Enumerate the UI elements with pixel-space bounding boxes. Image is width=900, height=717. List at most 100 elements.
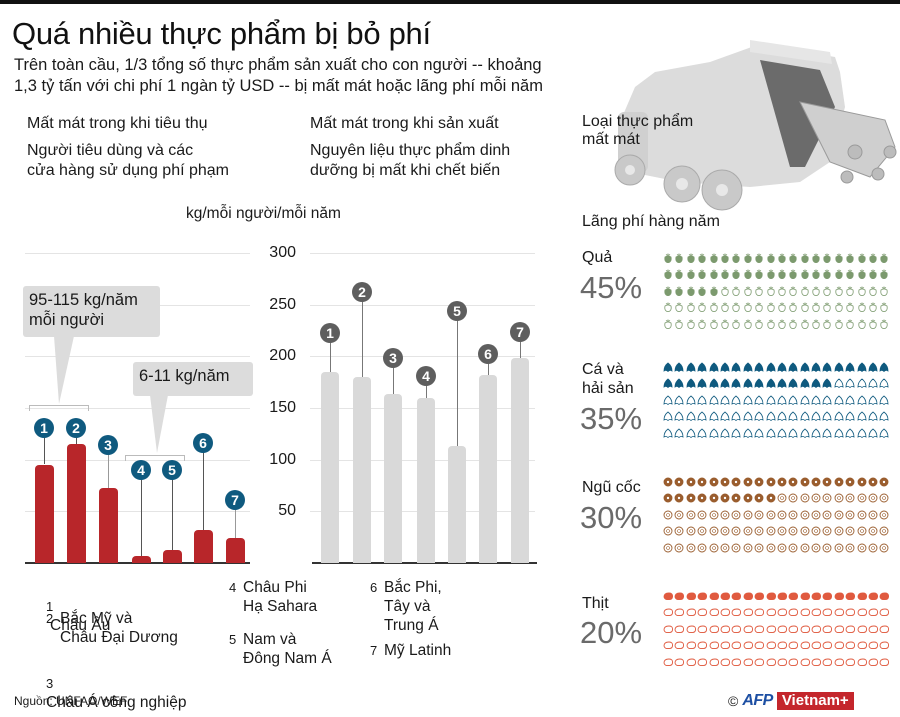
tick-150: 150: [269, 399, 296, 416]
meat-icon: [663, 592, 673, 601]
fruit-icon: [687, 319, 695, 329]
x-axis: [25, 562, 250, 564]
grain-icon: [766, 543, 775, 553]
consumption-bar-7: [226, 538, 245, 563]
stem: [362, 300, 363, 378]
meat-icon: [811, 608, 822, 617]
meat-icon: [868, 658, 879, 666]
meat-icon: [788, 641, 799, 650]
meat-icon: [823, 641, 833, 650]
legend-label: Bắc Mỹ và Châu Đại Dương: [60, 610, 178, 646]
tick-50: 50: [278, 502, 296, 519]
fruit-icon: [835, 302, 843, 313]
grain-icon: [686, 510, 696, 520]
callout-pointer: [150, 395, 168, 453]
fruit-icon: [778, 286, 786, 296]
fish-icon: [743, 411, 753, 422]
marker-7: 7: [225, 490, 245, 510]
fruit-icon: [664, 319, 672, 329]
grain-icon: [800, 477, 810, 487]
legend-number: 4: [229, 580, 237, 595]
fish-icon: [845, 411, 855, 422]
meat-icon: [823, 608, 833, 617]
meat-icon: [857, 641, 867, 650]
grain-icon: [777, 526, 787, 536]
fruit-icon: [664, 302, 672, 313]
fruit-icon: [789, 269, 797, 280]
meat-icon: [788, 592, 799, 601]
fruit-icon: [709, 319, 718, 329]
grain-icon: [743, 493, 753, 503]
meat-icon: [879, 641, 890, 650]
fruit-icon: [675, 286, 683, 296]
fish-icon: [754, 362, 764, 372]
fruit-icon: [709, 269, 718, 280]
fish-icon-grid: [663, 362, 891, 444]
fruit-icon: [823, 269, 832, 280]
meat-icon: [777, 608, 787, 617]
grain-icon: [800, 543, 810, 553]
fish-icon: [777, 378, 787, 389]
meat-icon: [777, 592, 787, 601]
grain-icon: [834, 493, 844, 503]
fruit-icon: [880, 286, 889, 296]
meat-icon: [788, 658, 799, 666]
fish-icon: [766, 378, 775, 389]
meat-icon: [663, 608, 673, 617]
fruit-icon: [835, 269, 843, 280]
fish-icon: [766, 362, 775, 372]
fish-icon: [811, 428, 821, 438]
fruit-icon: [744, 319, 752, 329]
grain-icon: [663, 477, 673, 487]
fruit-icon-grid: [663, 253, 891, 335]
fruit-icon: [732, 269, 740, 280]
fruit-icon: [766, 319, 775, 329]
fish-icon: [674, 411, 684, 422]
meat-icon: [709, 592, 719, 601]
meat-icon: [857, 592, 867, 601]
fish-icon: [697, 411, 707, 422]
fruit-icon: [835, 253, 843, 263]
meat-icon: [743, 608, 753, 617]
fish-icon: [811, 362, 821, 372]
fruit-icon: [778, 302, 786, 313]
fish-icon: [720, 411, 730, 422]
grain-icon: [788, 493, 798, 503]
fish-icon: [709, 378, 718, 389]
fruit-icon: [698, 319, 706, 329]
stem: [330, 340, 331, 373]
fish-icon: [823, 395, 832, 405]
fruit-icon: [675, 253, 683, 263]
legend-number: 6: [370, 580, 378, 595]
legend-item-3: 3 Châu Á công nghiệp: [46, 655, 186, 712]
fish-icon: [754, 428, 764, 438]
fruit-icon: [744, 302, 752, 313]
fruit-icon: [789, 319, 797, 329]
meat-icon: [845, 592, 856, 601]
grain-icon: [686, 477, 696, 487]
grain-icon: [868, 526, 878, 536]
fruit-icon: [675, 269, 683, 280]
meat-icon: [663, 625, 673, 633]
fish-icon: [834, 428, 844, 438]
grain-icon: [709, 510, 719, 520]
meat-icon: [754, 658, 765, 666]
production-bar-2: [353, 377, 371, 563]
marker-6: 6: [193, 433, 213, 453]
marker-4: 4: [131, 460, 151, 480]
garbage-truck-illustration: [614, 40, 897, 211]
fish-icon: [811, 378, 821, 389]
consumption-bar-2: [67, 444, 86, 563]
grain-icon: [868, 493, 878, 503]
grain-icon-grid: [663, 477, 891, 559]
fruit-icon: [880, 319, 889, 329]
afp-vietnamplus-logo: © AFP Vietnam+: [728, 692, 854, 710]
grain-icon: [766, 526, 775, 536]
meat-icon: [686, 608, 696, 617]
grain-icon: [879, 526, 889, 536]
grain-icon: [800, 493, 810, 503]
meat-icon: [800, 608, 810, 617]
subtitle-line-1: Trên toàn cầu, 1/3 tổng số thực phẩm sản…: [14, 56, 542, 74]
fish-icon: [800, 411, 810, 422]
meat-icon: [709, 608, 719, 617]
